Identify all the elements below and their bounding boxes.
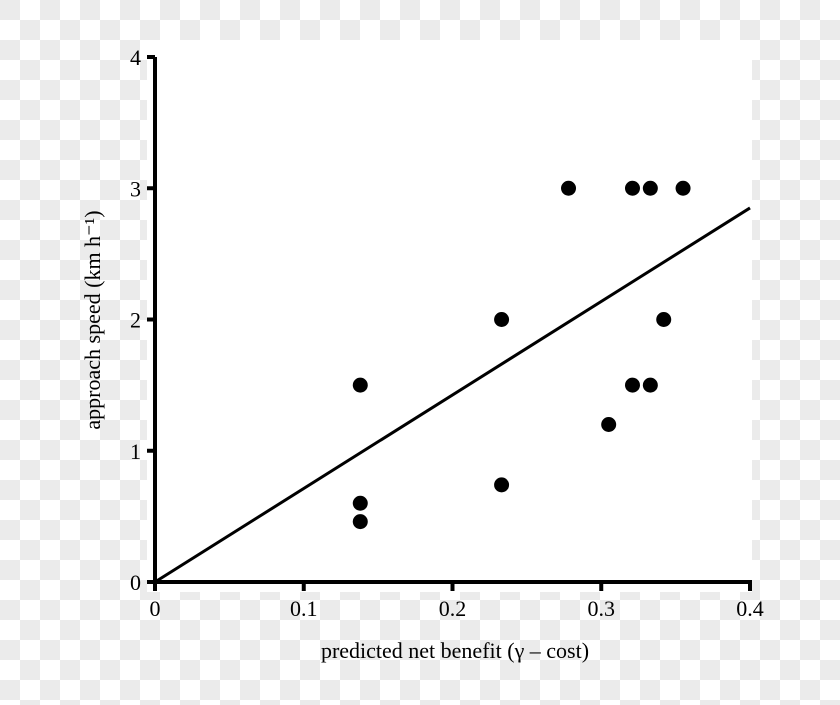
x-tick-label: 0.4	[736, 596, 764, 621]
data-point	[642, 377, 658, 393]
y-axis-label: approach speed (km h⁻¹)	[80, 210, 105, 429]
x-tick-label: 0	[150, 596, 161, 621]
x-tick-label: 0.2	[439, 596, 467, 621]
data-point	[624, 377, 640, 393]
data-point	[494, 477, 510, 493]
x-tick-label: 0.1	[290, 596, 318, 621]
data-point	[494, 312, 510, 327]
x-axis-label: predicted net benefit (γ – cost)	[321, 638, 589, 663]
y-tick-label: 3	[130, 176, 141, 201]
data-point	[656, 312, 672, 327]
data-point	[561, 180, 577, 196]
data-point	[624, 180, 640, 196]
data-point	[601, 417, 617, 432]
y-tick-label: 2	[130, 308, 141, 333]
y-tick-label: 1	[130, 439, 141, 464]
data-point	[352, 514, 368, 530]
regression-line	[154, 206, 751, 584]
data-point	[675, 180, 691, 196]
data-point	[352, 495, 368, 511]
y-tick-label: 0	[130, 570, 141, 595]
data-point	[352, 377, 368, 393]
data-point	[642, 180, 658, 196]
y-tick-label: 4	[130, 45, 141, 70]
plot-background	[147, 40, 752, 592]
x-tick-label: 0.3	[588, 596, 616, 621]
